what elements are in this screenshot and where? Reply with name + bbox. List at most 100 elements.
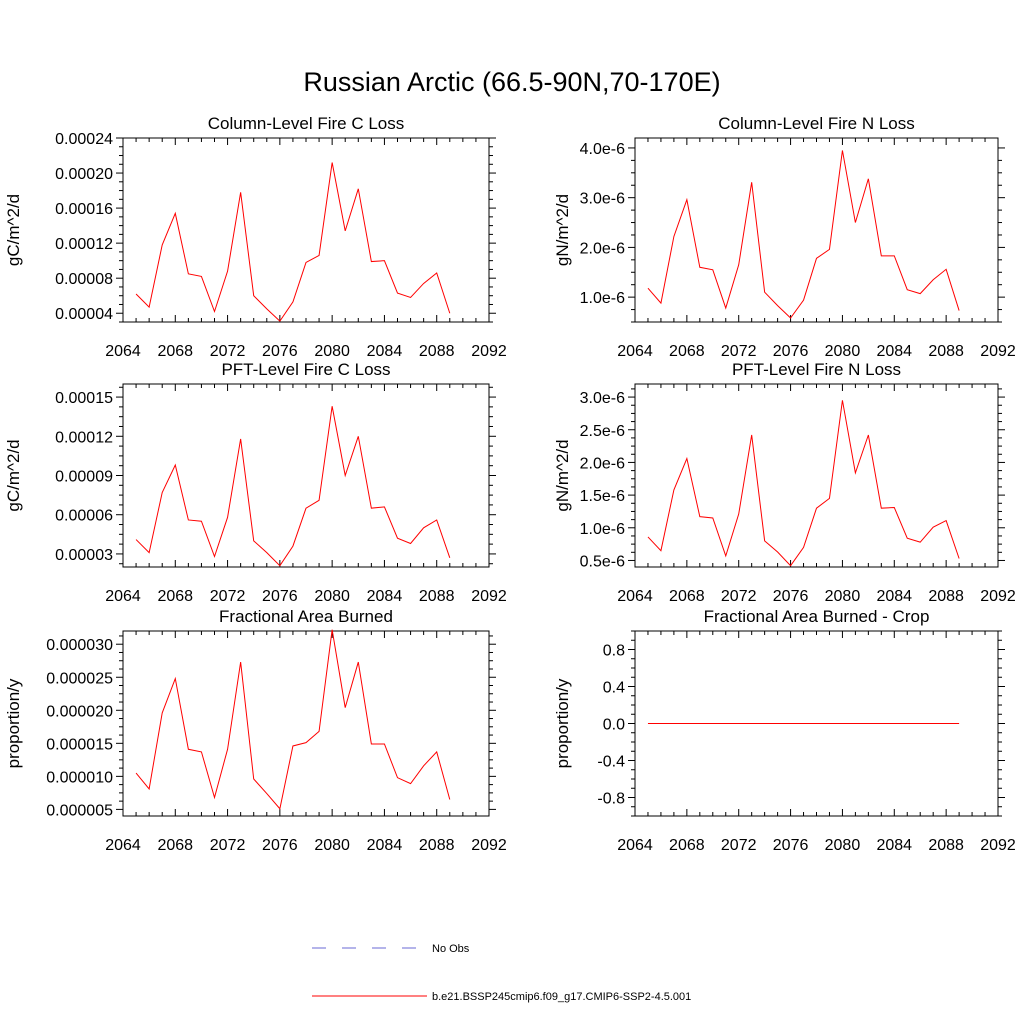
x-tick-label: 2080 <box>825 837 861 854</box>
x-tick-label: 2064 <box>105 837 141 854</box>
y-axis-label: gN/m^2/d <box>553 439 572 511</box>
x-tick-label: 2080 <box>314 837 350 854</box>
x-tick-label: 2088 <box>419 343 455 360</box>
y-tick-label: 0.000020 <box>46 703 113 720</box>
x-tick-label: 2084 <box>876 837 912 854</box>
x-tick-label: 2072 <box>721 343 757 360</box>
x-tick-label: 2092 <box>471 343 507 360</box>
x-tick-label: 2092 <box>980 588 1016 605</box>
y-tick-label: 1.5e-6 <box>580 488 625 505</box>
y-tick-label: 0.00008 <box>55 271 113 288</box>
series-line <box>647 150 960 319</box>
x-tick-label: 2072 <box>721 837 757 854</box>
y-tick-label: 0.00012 <box>55 236 113 253</box>
x-tick-label: 2064 <box>617 837 653 854</box>
x-tick-label: 2076 <box>773 588 809 605</box>
x-tick-label: 2088 <box>419 837 455 854</box>
y-axis-label: gN/m^2/d <box>553 194 572 266</box>
plot-frame <box>634 383 999 568</box>
x-tick-label: 2092 <box>980 343 1016 360</box>
y-tick-label: 0.000025 <box>46 670 113 687</box>
panel-title: Column-Level Fire N Loss <box>718 114 915 133</box>
x-tick-label: 2072 <box>721 588 757 605</box>
x-tick-label: 2088 <box>419 588 455 605</box>
panel-title: PFT-Level Fire N Loss <box>732 360 901 379</box>
y-tick-label: 2.0e-6 <box>580 240 625 257</box>
x-tick-label: 2084 <box>367 588 403 605</box>
x-tick-label: 2072 <box>210 837 246 854</box>
panel-column-level-fire-n-loss: Column-Level Fire N Loss 2064 2068 2072 2076… <box>553 114 1016 360</box>
y-tick-label: 0.4 <box>603 680 625 697</box>
series-line <box>647 400 960 567</box>
panels: Column-Level Fire C Loss 2064 2068 2072 2076… <box>4 114 1016 854</box>
legend-label-model: b.e21.BSSP245cmip6.f09_g17.CMIP6-SSP2-4.… <box>432 991 691 1003</box>
y-axis-label: proportion/y <box>4 678 23 768</box>
panel-title: Fractional Area Burned - Crop <box>704 607 930 626</box>
legend: No Obs b.e21.BSSP245cmip6.f09_g17.CMIP6-… <box>312 943 691 1003</box>
main-title: Russian Arctic (66.5-90N,70-170E) <box>303 67 720 97</box>
x-tick-label: 2084 <box>876 343 912 360</box>
x-tick-label: 2088 <box>928 343 964 360</box>
y-axis-label: proportion/y <box>553 678 572 768</box>
y-tick-label: 0.00015 <box>55 390 113 407</box>
x-tick-label: 2072 <box>210 588 246 605</box>
y-tick-label: 0.000010 <box>46 769 113 786</box>
x-tick-label: 2076 <box>773 343 809 360</box>
x-tick-label: 2064 <box>105 588 141 605</box>
x-tick-label: 2076 <box>262 343 298 360</box>
plot-frame <box>634 137 999 323</box>
y-tick-label: -0.4 <box>597 754 625 771</box>
x-tick-label: 2068 <box>157 837 193 854</box>
x-tick-label: 2076 <box>262 588 298 605</box>
x-tick-label: 2076 <box>773 837 809 854</box>
panel-column-level-fire-c-loss: Column-Level Fire C Loss 2064 2068 2072 2076… <box>4 114 507 360</box>
x-tick-label: 2088 <box>928 588 964 605</box>
y-tick-label: 0.5e-6 <box>580 553 625 570</box>
x-tick-label: 2068 <box>669 343 705 360</box>
y-tick-label: 0.00020 <box>55 166 113 183</box>
y-tick-label: 1.0e-6 <box>580 521 625 538</box>
y-tick-label: -0.8 <box>597 791 625 808</box>
y-tick-label: 0.00012 <box>55 429 113 446</box>
y-tick-label: 0.000015 <box>46 736 113 753</box>
y-tick-label: 0.00003 <box>55 547 113 564</box>
y-tick-label: 1.0e-6 <box>580 290 625 307</box>
x-tick-label: 2064 <box>617 588 653 605</box>
y-tick-label: 0.00004 <box>55 306 113 323</box>
series-line <box>135 406 451 567</box>
x-tick-label: 2084 <box>367 343 403 360</box>
series-line <box>135 629 451 810</box>
x-tick-label: 2092 <box>471 588 507 605</box>
y-tick-label: 0.000030 <box>46 637 113 654</box>
x-tick-label: 2080 <box>314 588 350 605</box>
y-tick-label: 0.00006 <box>55 508 113 525</box>
panel-fractional-area-burned-crop: Fractional Area Burned - Crop 2064 2068 207… <box>553 607 1016 854</box>
y-axis-label: gC/m^2/d <box>4 194 23 266</box>
panel-pft-level-fire-c-loss: PFT-Level Fire C Loss 2064 2068 2072 2076 208… <box>4 360 507 605</box>
x-tick-label: 2068 <box>157 588 193 605</box>
y-tick-label: 0.0 <box>603 717 625 734</box>
plot-frame <box>122 630 490 817</box>
y-tick-label: 0.00024 <box>55 131 113 148</box>
y-tick-label: 3.0e-6 <box>580 191 625 208</box>
y-tick-label: 2.0e-6 <box>580 455 625 472</box>
x-tick-label: 2088 <box>928 837 964 854</box>
x-tick-label: 2072 <box>210 343 246 360</box>
y-tick-label: 0.00009 <box>55 469 113 486</box>
y-tick-label: 0.8 <box>603 643 625 660</box>
x-tick-label: 2080 <box>825 343 861 360</box>
plot-frame <box>122 137 490 323</box>
x-tick-label: 2084 <box>367 837 403 854</box>
x-tick-label: 2064 <box>617 343 653 360</box>
y-tick-label: 4.0e-6 <box>580 141 625 158</box>
x-tick-label: 2068 <box>157 343 193 360</box>
y-tick-label: 0.000005 <box>46 802 113 819</box>
x-tick-label: 2092 <box>980 837 1016 854</box>
panel-title: PFT-Level Fire C Loss <box>221 360 390 379</box>
y-tick-label: 0.00016 <box>55 201 113 218</box>
legend-label-no-obs: No Obs <box>432 943 470 955</box>
x-tick-label: 2080 <box>314 343 350 360</box>
x-tick-label: 2080 <box>825 588 861 605</box>
x-tick-label: 2068 <box>669 588 705 605</box>
